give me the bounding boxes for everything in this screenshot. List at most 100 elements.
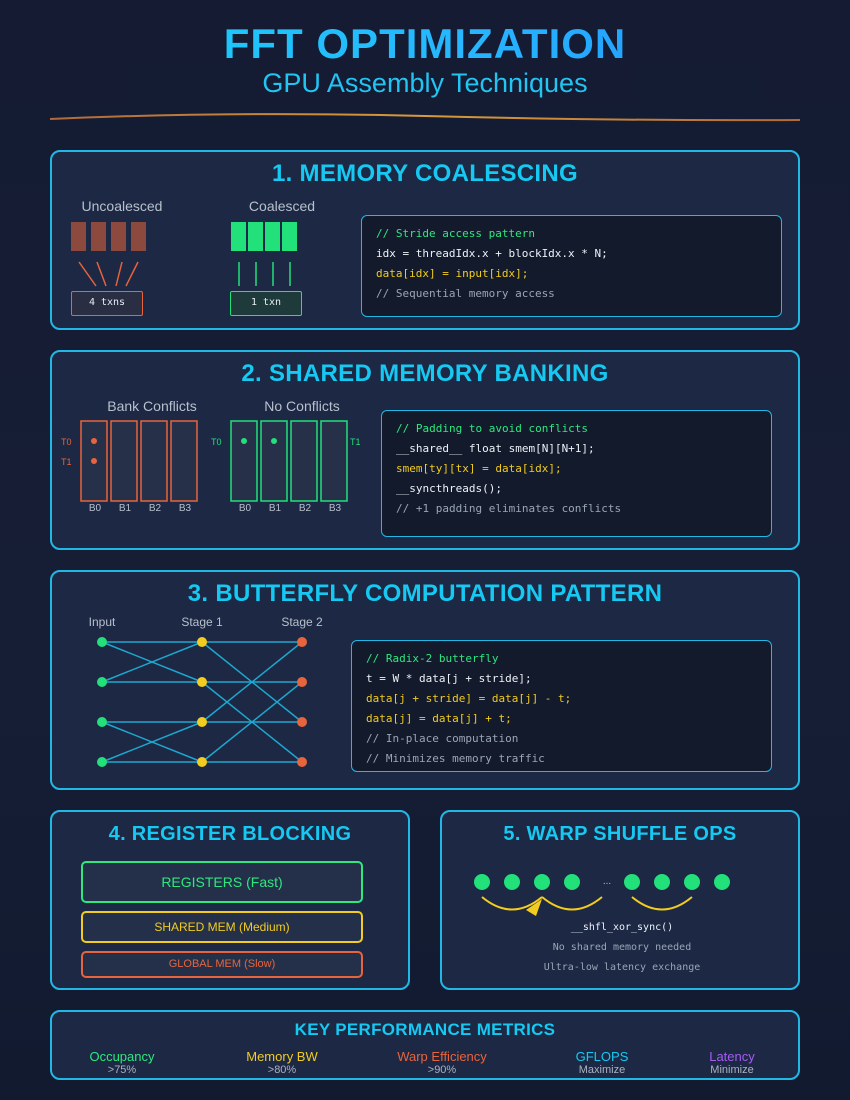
code-line: data[j] = data[j] + t; [366, 712, 512, 725]
thread-label-t1: T1 [61, 457, 72, 467]
shuffle-note-1: No shared memory needed [552, 942, 692, 953]
stage-label-stage1: Stage 1 [181, 615, 223, 629]
panel-register-blocking: 4. REGISTER BLOCKING REGISTERS (Fast) SH… [50, 810, 410, 990]
memory-bank [320, 420, 348, 502]
access-line [78, 261, 97, 287]
butterfly-edge [101, 721, 203, 763]
access-line [96, 261, 107, 287]
warp-lane [504, 874, 520, 890]
shuffle-arc [481, 896, 543, 911]
warp-lane [564, 874, 580, 890]
bank-label: B1 [118, 503, 132, 514]
memory-bank [110, 420, 138, 502]
stage-label-input: Input [88, 615, 116, 629]
metric-name: Memory BW [246, 1049, 318, 1064]
thread-label-t0: T0 [211, 437, 222, 447]
memory-bank [170, 420, 198, 502]
code-line: idx = threadIdx.x + blockIdx.x * N; [376, 247, 608, 260]
panel-key-metrics: KEY PERFORMANCE METRICS Occupancy >75% M… [50, 1010, 800, 1080]
warp-lane [474, 874, 490, 890]
bank-label: B3 [178, 503, 192, 514]
memory-tier-shared: SHARED MEM (Medium) [81, 911, 363, 943]
uncoalesced-label: Uncoalesced [81, 198, 163, 214]
butterfly-edge [201, 681, 303, 763]
metric-value: Maximize [578, 1064, 626, 1076]
butterfly-node [97, 677, 107, 687]
memory-bank [140, 420, 168, 502]
memory-block [231, 222, 246, 251]
coalescing-diagram [71, 222, 297, 287]
code-line: __shared__ float smem[N][N+1]; [396, 442, 595, 455]
bank-label: B0 [88, 503, 102, 514]
butterfly-diagram [97, 637, 307, 767]
code-line: data[j + stride] = data[j] - t; [366, 692, 572, 705]
panel-title: 2. SHARED MEMORY BANKING [241, 360, 609, 387]
thread-access-dot [91, 438, 97, 444]
memory-bank [290, 420, 318, 502]
metric-value: >75% [107, 1064, 137, 1076]
butterfly-node [297, 717, 307, 727]
memory-block [91, 222, 106, 251]
shuffle-arc [631, 896, 693, 911]
bank-label: B3 [328, 503, 342, 514]
code-line: // Minimizes memory traffic [366, 752, 545, 765]
code-line: // In-place computation [366, 732, 519, 745]
butterfly-edge [201, 641, 303, 723]
memory-tier-registers: REGISTERS (Fast) [81, 861, 363, 903]
no-conflicts-label: No Conflicts [264, 398, 340, 414]
bank-label: B1 [268, 503, 282, 514]
panel-butterfly-computation: 3. BUTTERFLY COMPUTATION PATTERN Input S… [50, 570, 800, 790]
coalesced-txn-box: 1 txn [230, 291, 302, 316]
bank-label: B2 [298, 503, 312, 514]
bank-label: B0 [238, 503, 252, 514]
metric-name: Occupancy [89, 1049, 155, 1064]
memory-block [248, 222, 263, 251]
shuffle-note-2: Ultra-low latency exchange [543, 962, 701, 973]
butterfly-node [197, 717, 207, 727]
bank-conflicts-label: Bank Conflicts [107, 398, 197, 414]
memory-block [111, 222, 126, 251]
shuffle-function: __shfl_xor_sync() [570, 922, 674, 933]
bank-label: B2 [148, 503, 162, 514]
code-line: smem[ty][tx] = data[idx]; [396, 462, 562, 475]
metric-name: GFLOPS [575, 1049, 629, 1064]
memory-block [71, 222, 86, 251]
panel-memory-coalescing: 1. MEMORY COALESCING Uncoalesced Coalesc… [50, 150, 800, 330]
memory-block [282, 222, 297, 251]
memory-bank [230, 420, 258, 502]
butterfly-node [197, 637, 207, 647]
page-subtitle: GPU Assembly Techniques [262, 68, 588, 98]
thread-access-dot [91, 458, 97, 464]
arrowhead-icon [526, 899, 542, 916]
memory-block [131, 222, 146, 251]
code-line: // Sequential memory access [376, 287, 555, 300]
warp-lane [714, 874, 730, 890]
metric-value: >80% [267, 1064, 297, 1076]
shuffle-arc [541, 896, 603, 911]
warp-lane [534, 874, 550, 890]
panel-title: 5. WARP SHUFFLE OPS [503, 823, 737, 845]
butterfly-node [297, 637, 307, 647]
panel-title: 4. REGISTER BLOCKING [108, 823, 352, 845]
code-line: __syncthreads(); [396, 482, 502, 495]
access-line [115, 261, 123, 287]
lane-ellipsis: ... [602, 876, 612, 887]
coalesced-label: Coalesced [248, 198, 316, 214]
warp-lane [654, 874, 670, 890]
thread-label-t1: T1 [350, 437, 361, 447]
butterfly-edge [101, 641, 203, 683]
panel-shared-memory-banking: 2. SHARED MEMORY BANKING Bank Conflicts … [50, 350, 800, 550]
memory-block [265, 222, 280, 251]
code-line: // Padding to avoid conflicts [396, 422, 589, 435]
warp-lane [684, 874, 700, 890]
butterfly-node [97, 717, 107, 727]
metric-name: Warp Efficiency [397, 1049, 487, 1064]
panel-title: 1. MEMORY COALESCING [271, 160, 579, 187]
butterfly-node [97, 637, 107, 647]
warp-lane [624, 874, 640, 890]
code-line: // Stride access pattern [376, 227, 535, 240]
panel-warp-shuffle: 5. WARP SHUFFLE OPS ... __shfl_xor_sync(… [440, 810, 800, 990]
header-divider [50, 113, 800, 122]
code-snippet-butterfly: // Radix-2 butterfly t = W * data[j + str… [351, 640, 772, 772]
code-line: // Radix-2 butterfly [366, 652, 499, 665]
